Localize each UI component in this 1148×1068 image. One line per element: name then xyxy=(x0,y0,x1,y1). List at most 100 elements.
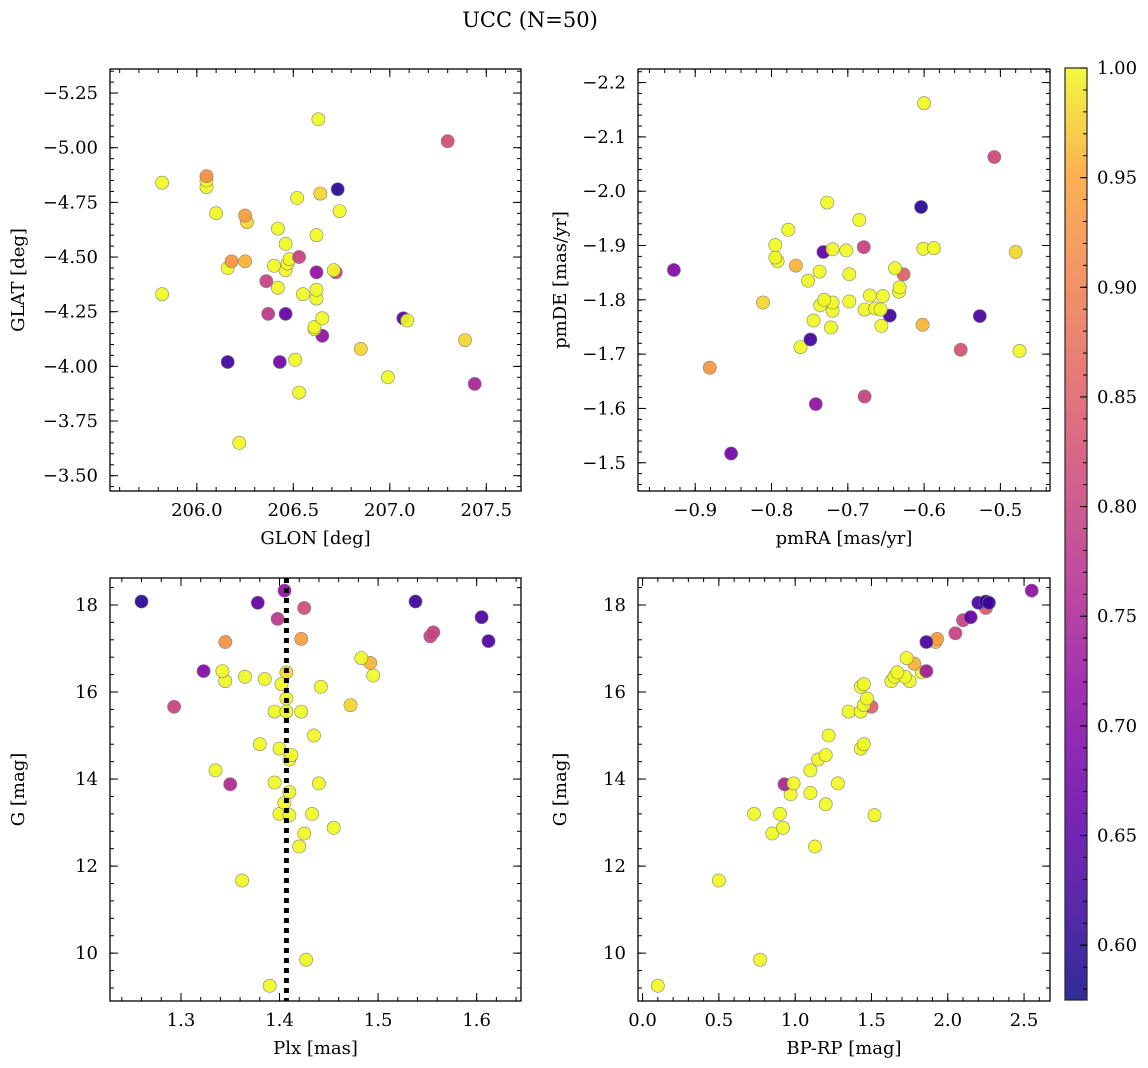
data-point xyxy=(773,807,787,821)
data-point xyxy=(856,240,871,254)
y-tick-label: −2.0 xyxy=(582,181,626,202)
data-point xyxy=(270,221,285,236)
data-point xyxy=(768,238,783,252)
y-axis-label: GLAT [deg] xyxy=(8,228,29,332)
data-point xyxy=(948,626,963,641)
colorbar-tick-label: 0.80 xyxy=(1097,497,1137,518)
data-point xyxy=(267,258,281,273)
data-point xyxy=(311,112,326,127)
data-point xyxy=(426,625,441,640)
data-point xyxy=(892,280,907,295)
data-point xyxy=(155,175,169,190)
colorbar-gradient xyxy=(1064,67,1088,1001)
data-point xyxy=(753,952,767,967)
data-point xyxy=(927,241,941,256)
y-tick-label: −4.75 xyxy=(43,192,98,213)
data-point xyxy=(366,668,381,683)
data-point xyxy=(278,236,293,251)
data-point xyxy=(326,263,341,278)
data-point xyxy=(888,261,902,276)
axes-frame xyxy=(637,68,1051,492)
data-point xyxy=(818,748,833,762)
data-point xyxy=(808,397,823,411)
data-point xyxy=(712,873,726,888)
y-tick-label: −1.7 xyxy=(582,344,626,365)
y-tick-label: 14 xyxy=(603,769,626,790)
data-point xyxy=(765,826,780,841)
data-point xyxy=(299,952,313,967)
data-point xyxy=(817,292,832,307)
data-point xyxy=(953,342,968,357)
data-point xyxy=(297,601,312,615)
y-tick-label: −3.75 xyxy=(43,411,98,432)
data-point xyxy=(467,376,482,391)
data-point xyxy=(867,808,882,823)
data-point xyxy=(292,385,306,400)
data-point xyxy=(776,820,790,835)
data-point xyxy=(252,737,267,752)
data-point xyxy=(267,704,282,719)
scatter-panels: 206.0 206.5 207.0 207.5 −3.50 −3.75 −4.00 −4.25… xyxy=(8,68,1051,1059)
data-point xyxy=(899,651,914,665)
data-point xyxy=(250,595,265,610)
data-point xyxy=(890,665,905,680)
y-tick-label: 16 xyxy=(75,682,98,703)
x-tick-label: 1.5 xyxy=(857,1010,886,1031)
data-point xyxy=(297,826,312,841)
data-point xyxy=(857,389,872,404)
data-point xyxy=(972,309,987,323)
y-tick-label: −2.1 xyxy=(582,127,626,148)
data-point xyxy=(831,776,845,791)
x-tick-label: 2.0 xyxy=(933,1010,962,1031)
y-tick-label: 18 xyxy=(75,595,98,616)
data-point xyxy=(313,679,328,694)
colorbar-tick-label: 0.90 xyxy=(1097,277,1137,298)
data-point xyxy=(238,254,252,269)
data-point xyxy=(821,728,836,743)
data-point xyxy=(667,263,681,277)
data-point xyxy=(803,763,818,778)
data-point xyxy=(919,664,934,678)
data-point xyxy=(238,669,252,684)
data-point xyxy=(825,242,840,257)
y-axis-label: G [mag] xyxy=(550,753,571,826)
data-point xyxy=(199,169,214,183)
data-point xyxy=(856,737,871,752)
data-point xyxy=(852,213,867,227)
data-point xyxy=(863,288,877,303)
data-point xyxy=(311,776,326,791)
data-point xyxy=(747,807,761,821)
data-point xyxy=(292,250,306,264)
x-tick-label: −0.8 xyxy=(750,500,794,521)
data-point xyxy=(215,664,230,678)
data-point xyxy=(756,295,770,310)
data-point xyxy=(270,612,285,626)
x-tick-label: 1.5 xyxy=(364,1010,393,1031)
scatter-panel: −0.9 −0.8 −0.7 −0.6 −0.5 −1.5 −1.6 −1.7 −1.8 −1.9… xyxy=(550,68,1051,549)
data-point xyxy=(812,264,827,279)
data-point xyxy=(786,776,801,791)
data-point xyxy=(650,978,665,993)
scatter-panel: 206.0 206.5 207.0 207.5 −3.50 −3.75 −4.00 −4.25… xyxy=(8,68,522,549)
data-point xyxy=(440,134,455,149)
y-tick-label: −1.9 xyxy=(582,236,626,257)
y-tick-label: −3.50 xyxy=(43,466,98,487)
y-tick-label: 10 xyxy=(75,943,98,964)
x-tick-label: 0.0 xyxy=(628,1010,657,1031)
data-point xyxy=(313,186,328,201)
data-point xyxy=(481,634,496,648)
x-tick-label: −0.7 xyxy=(826,500,870,521)
data-point xyxy=(270,280,285,295)
data-point xyxy=(400,313,415,328)
x-tick-label: −0.5 xyxy=(979,500,1023,521)
axes-frame xyxy=(637,577,1051,1002)
data-point xyxy=(839,243,854,258)
data-point xyxy=(232,435,247,450)
data-point xyxy=(474,610,489,625)
data-point xyxy=(315,311,330,326)
data-point xyxy=(458,333,472,347)
x-tick-label: 0.5 xyxy=(705,1010,734,1031)
scatter-panel: 0.0 0.5 1.0 1.5 2.0 2.5 10 12 14 16 18 BP-RP [mag] G… xyxy=(550,577,1051,1059)
data-point xyxy=(803,786,818,800)
data-point xyxy=(803,332,818,347)
